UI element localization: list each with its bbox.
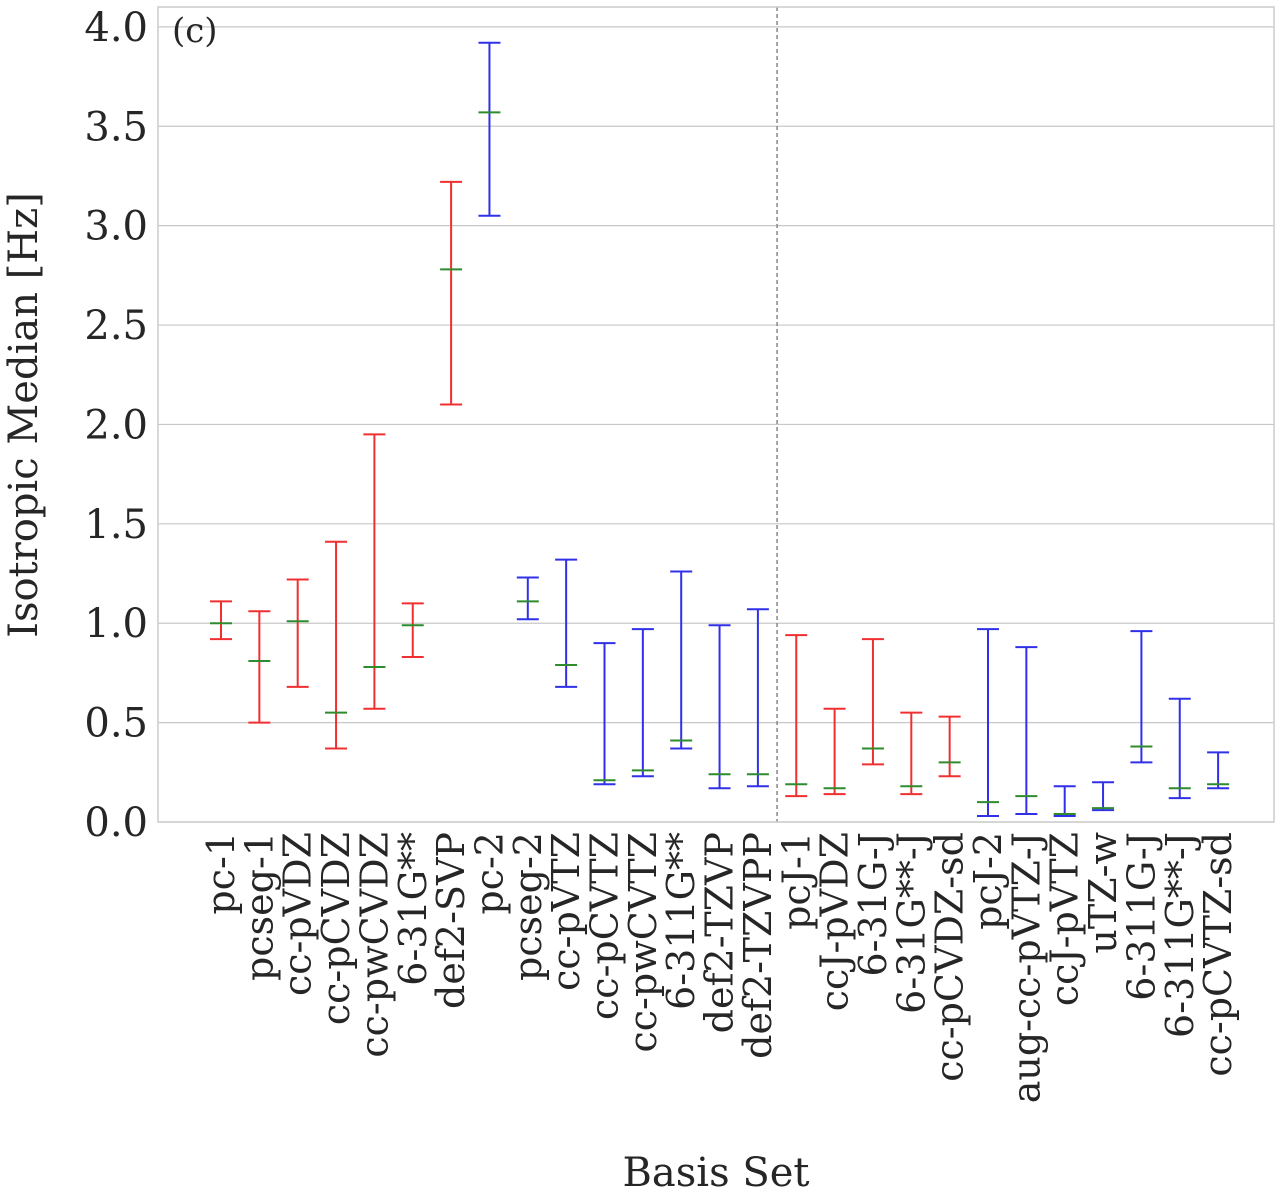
x-tick-label: 6-311G-J [1119, 832, 1163, 1001]
errorbar-6-31G** [401, 602, 424, 659]
x-tick-label: pcJ-2 [966, 832, 1010, 930]
errorbar-cc-pCVDZ [325, 540, 348, 750]
errorbar-aug-cc-pVTZ-J [1015, 646, 1038, 816]
errorbar-def2-TZVPP [746, 608, 769, 788]
errorbar-ccJ-pVTZ [1053, 785, 1076, 818]
errorbar-def2-SVP [440, 180, 463, 406]
errorbar-cc-pVDZ [286, 578, 309, 688]
errorbar-cc-pCVTZ [593, 642, 616, 786]
errorbar-cc-pVTZ [555, 558, 578, 688]
x-tick-label: cc-pVTZ [544, 832, 588, 991]
errorbar-pc-2 [478, 41, 501, 217]
x-tick-label: pc-2 [467, 832, 511, 915]
errorbar-6-31G-J [861, 638, 884, 766]
x-tick-label: cc-pwCVDZ [352, 832, 396, 1058]
y-tick-label: 1.5 [84, 502, 148, 548]
y-tick-label: 1.0 [84, 601, 148, 647]
errorbar-6-311G** [670, 570, 693, 750]
x-axis-title: Basis Set [623, 1150, 810, 1196]
errorbar-6-311G**-J [1168, 697, 1191, 800]
errorbar-def2-TZVP [708, 624, 731, 790]
x-tick-label: def2-TZVP [698, 832, 742, 1033]
errorbar-pcseg-2 [516, 576, 539, 621]
x-tick-label: pcseg-2 [506, 832, 550, 981]
errorbar-ccJ-pVDZ [823, 707, 846, 796]
y-axis-title: Isotropic Median [Hz] [1, 192, 47, 638]
errorbar-pcJ-1 [785, 634, 808, 798]
x-tick-label: def2-TZVPP [736, 832, 780, 1059]
errorbar-layer [210, 41, 1230, 818]
x-tick-label: 6-311G**-J [1158, 832, 1202, 1038]
errorbar-cc-pCVDZ-sd [938, 715, 961, 778]
x-tick-label: pcJ-1 [774, 832, 818, 930]
x-tick-label: aug-cc-pVTZ-J [1004, 832, 1048, 1103]
x-tick-label: 6-311G** [659, 832, 703, 1010]
x-tick-label: cc-pVDZ [276, 832, 320, 996]
x-tick-labels: pc-1pcseg-1cc-pVDZcc-pCVDZcc-pwCVDZ6-31G… [199, 832, 1240, 1104]
y-tick-label: 0.0 [84, 800, 148, 846]
x-tick-label: def2-SVP [429, 832, 473, 1009]
y-tick-label: 3.0 [84, 204, 148, 250]
errorbar-pc-1 [210, 600, 232, 641]
errorbar-pcseg-1 [248, 610, 271, 724]
y-tick-label: 4.0 [84, 5, 148, 51]
errorbar-cc-pwCVTZ [631, 628, 654, 778]
x-tick-label: cc-pCVDZ [314, 832, 358, 1025]
errorbar-6-31G**-J [900, 711, 923, 796]
errorbar-6-311G-J [1130, 630, 1153, 764]
x-tick-label: ccJ-pVTZ [1043, 832, 1087, 1006]
x-tick-label: cc-pCVTZ [583, 832, 627, 1020]
x-tick-label: 6-31G**-J [889, 832, 933, 1014]
x-tick-label: pcseg-1 [237, 832, 281, 981]
x-tick-label: pc-1 [199, 832, 243, 915]
y-tick-label: 2.5 [84, 303, 148, 349]
errorbar-pcJ-2 [977, 628, 999, 818]
x-tick-label: ccJ-pVDZ [813, 832, 857, 1011]
panel-label: (c) [172, 11, 218, 51]
errorbar-cc-pCVTZ-sd [1207, 751, 1230, 790]
errorbar-cc-pwCVDZ [363, 433, 386, 710]
errorbar-uTZ-w [1092, 781, 1115, 812]
x-tick-label: 6-31G-J [851, 832, 895, 977]
x-tick-label: cc-pCVDZ-sd [928, 832, 972, 1082]
y-tick-label: 3.5 [84, 104, 148, 150]
x-tick-label: 6-31G** [391, 832, 435, 986]
y-tick-label: 0.5 [84, 701, 148, 747]
y-tick-labels: 0.0 0.5 1.0 1.5 2.0 2.5 3.0 3.5 4.0 [84, 5, 148, 846]
y-tick-label: 2.0 [84, 402, 148, 448]
x-tick-label: cc-pwCVTZ [621, 832, 665, 1053]
x-tick-label: cc-pCVTZ-sd [1196, 832, 1240, 1077]
x-tick-label: uTZ-w [1081, 832, 1125, 954]
plot-frame [157, 6, 1275, 823]
